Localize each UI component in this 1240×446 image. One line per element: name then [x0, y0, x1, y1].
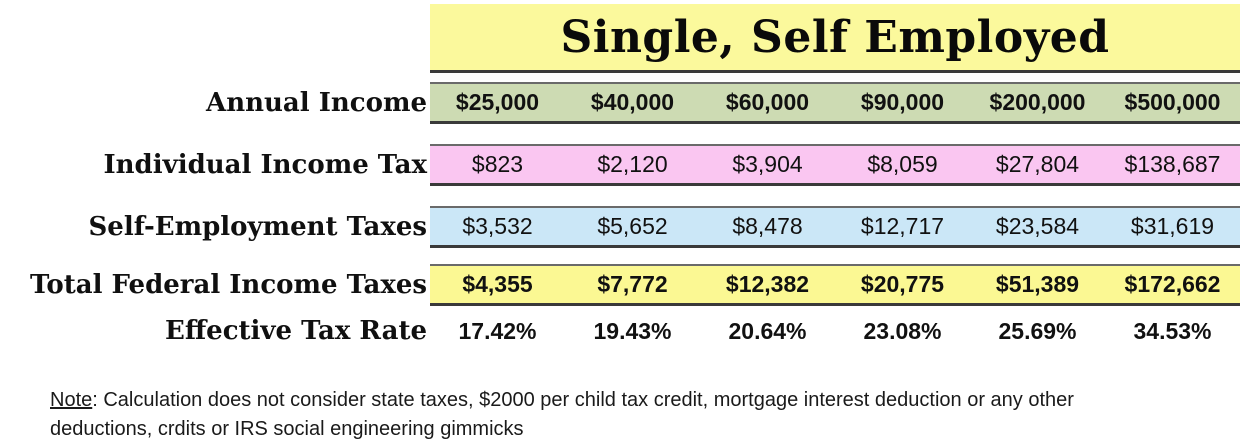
table-cell: $3,904: [732, 151, 803, 177]
footnote: Note: Calculation does not consider stat…: [50, 386, 1175, 444]
row-effective-tax-rate: Effective Tax Rate 17.42% 19.43% 20.64% …: [0, 310, 1240, 352]
individual-income-tax-band: $823 $2,120 $3,904 $8,059 $27,804 $138,6…: [430, 144, 1240, 186]
table-cell: $138,687: [1124, 151, 1221, 177]
table-cell: $500,000: [1124, 89, 1221, 115]
table-cell: $51,389: [995, 271, 1080, 297]
table-cell: 34.53%: [1133, 317, 1212, 344]
table-cell: $12,717: [860, 213, 945, 239]
table-cell: $5,652: [597, 213, 668, 239]
table-title-band: Single, Self Employed: [430, 4, 1240, 73]
row-label-annual-income: Annual Income: [206, 88, 427, 118]
table-cell: $27,804: [995, 151, 1080, 177]
table-cell: $40,000: [590, 89, 675, 115]
row-annual-income: Annual Income $25,000 $40,000 $60,000 $9…: [0, 82, 1240, 124]
table-cell: 23.08%: [863, 317, 942, 344]
table-cell: $4,355: [462, 271, 533, 297]
row-label-self-employment-taxes: Self-Employment Taxes: [88, 212, 427, 242]
table-cell: $8,478: [732, 213, 803, 239]
row-individual-income-tax: Individual Income Tax $823 $2,120 $3,904…: [0, 144, 1240, 186]
title-row-spacer: [0, 4, 430, 73]
self-employment-taxes-band: $3,532 $5,652 $8,478 $12,717 $23,584 $31…: [430, 206, 1240, 248]
table-cell: $200,000: [989, 89, 1086, 115]
table-cell: 17.42%: [458, 317, 537, 344]
table-cell: $60,000: [725, 89, 810, 115]
table-cell: $823: [471, 151, 524, 177]
table-cell: $23,584: [995, 213, 1080, 239]
total-federal-income-taxes-band: $4,355 $7,772 $12,382 $20,775 $51,389 $1…: [430, 264, 1240, 306]
footnote-note-word: Note: [50, 389, 93, 411]
table-cell: $90,000: [860, 89, 945, 115]
table-cell: $3,532: [462, 213, 533, 239]
table-cell: 20.64%: [728, 317, 807, 344]
footnote-text: : Calculation does not consider state ta…: [50, 389, 1074, 440]
table-cell: $8,059: [867, 151, 938, 177]
table-title: Single, Self Employed: [560, 11, 1110, 63]
row-self-employment-taxes: Self-Employment Taxes $3,532 $5,652 $8,4…: [0, 206, 1240, 248]
row-total-federal-income-taxes: Total Federal Income Taxes $4,355 $7,772…: [0, 264, 1240, 306]
table-cell: $20,775: [860, 271, 945, 297]
row-label-total-federal-income-taxes: Total Federal Income Taxes: [30, 270, 427, 300]
effective-tax-rate-band: 17.42% 19.43% 20.64% 23.08% 25.69% 34.53…: [430, 310, 1240, 352]
annual-income-band: $25,000 $40,000 $60,000 $90,000 $200,000…: [430, 82, 1240, 124]
row-label-individual-income-tax: Individual Income Tax: [103, 150, 427, 180]
table-cell: $25,000: [455, 89, 540, 115]
row-label-effective-tax-rate: Effective Tax Rate: [165, 316, 427, 346]
table-cell: $12,382: [725, 271, 810, 297]
title-row: Single, Self Employed: [0, 4, 1240, 73]
table-cell: $7,772: [597, 271, 668, 297]
table-cell: $172,662: [1124, 271, 1221, 297]
table-cell: 19.43%: [593, 317, 672, 344]
table-cell: 25.69%: [998, 317, 1077, 344]
table-cell: $31,619: [1130, 213, 1215, 239]
table-cell: $2,120: [597, 151, 668, 177]
